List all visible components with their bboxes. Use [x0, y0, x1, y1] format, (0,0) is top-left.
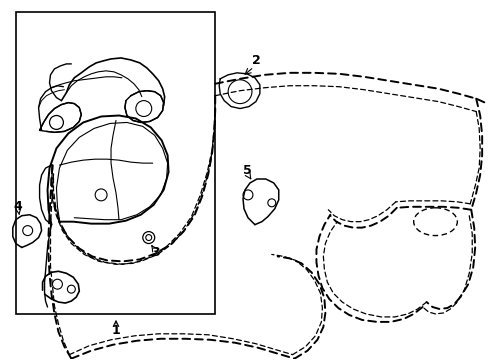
Text: 1: 1 — [111, 324, 120, 337]
Text: 3: 3 — [151, 246, 160, 259]
Text: 5: 5 — [242, 163, 251, 176]
Bar — [16, 12, 215, 314]
Text: 2: 2 — [251, 54, 260, 67]
Text: 4: 4 — [13, 200, 22, 213]
